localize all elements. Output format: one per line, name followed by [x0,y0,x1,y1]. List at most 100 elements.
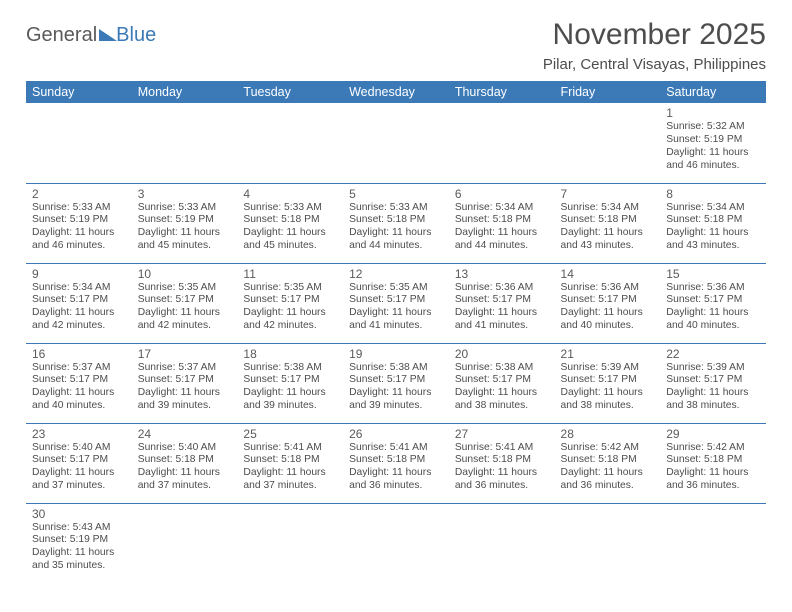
calendar-cell: 27Sunrise: 5:41 AMSunset: 5:18 PMDayligh… [449,423,555,503]
calendar-cell: 26Sunrise: 5:41 AMSunset: 5:18 PMDayligh… [343,423,449,503]
day-number: 22 [666,347,760,361]
day-header: Monday [132,81,238,103]
calendar-cell [237,103,343,183]
calendar-cell: 9Sunrise: 5:34 AMSunset: 5:17 PMDaylight… [26,263,132,343]
day-number: 14 [561,267,655,281]
day-number: 12 [349,267,443,281]
calendar-cell: 12Sunrise: 5:35 AMSunset: 5:17 PMDayligh… [343,263,449,343]
calendar-cell: 5Sunrise: 5:33 AMSunset: 5:18 PMDaylight… [343,183,449,263]
calendar-cell: 14Sunrise: 5:36 AMSunset: 5:17 PMDayligh… [555,263,661,343]
day-number: 4 [243,187,337,201]
day-info: Sunrise: 5:38 AMSunset: 5:17 PMDaylight:… [243,362,337,413]
day-info: Sunrise: 5:41 AMSunset: 5:18 PMDaylight:… [349,442,443,493]
day-number: 6 [455,187,549,201]
calendar-cell: 6Sunrise: 5:34 AMSunset: 5:18 PMDaylight… [449,183,555,263]
day-number: 7 [561,187,655,201]
calendar-cell [26,103,132,183]
day-number: 30 [32,507,126,521]
day-info: Sunrise: 5:33 AMSunset: 5:18 PMDaylight:… [243,202,337,253]
calendar-cell [660,503,766,583]
calendar-cell: 13Sunrise: 5:36 AMSunset: 5:17 PMDayligh… [449,263,555,343]
day-header: Friday [555,81,661,103]
location: Pilar, Central Visayas, Philippines [543,56,766,73]
day-number: 5 [349,187,443,201]
day-info: Sunrise: 5:38 AMSunset: 5:17 PMDaylight:… [455,362,549,413]
day-header: Tuesday [237,81,343,103]
calendar-row: 1Sunrise: 5:32 AMSunset: 5:19 PMDaylight… [26,103,766,183]
day-number: 2 [32,187,126,201]
day-info: Sunrise: 5:37 AMSunset: 5:17 PMDaylight:… [138,362,232,413]
day-info: Sunrise: 5:40 AMSunset: 5:18 PMDaylight:… [138,442,232,493]
calendar-cell: 11Sunrise: 5:35 AMSunset: 5:17 PMDayligh… [237,263,343,343]
calendar-row: 30Sunrise: 5:43 AMSunset: 5:19 PMDayligh… [26,503,766,583]
day-info: Sunrise: 5:33 AMSunset: 5:19 PMDaylight:… [32,202,126,253]
calendar-cell: 10Sunrise: 5:35 AMSunset: 5:17 PMDayligh… [132,263,238,343]
day-number: 11 [243,267,337,281]
day-number: 9 [32,267,126,281]
day-number: 25 [243,427,337,441]
day-info: Sunrise: 5:40 AMSunset: 5:17 PMDaylight:… [32,442,126,493]
logo-text-2: Blue [116,24,156,47]
day-number: 13 [455,267,549,281]
calendar-body: 1Sunrise: 5:32 AMSunset: 5:19 PMDaylight… [26,103,766,583]
calendar-cell: 2Sunrise: 5:33 AMSunset: 5:19 PMDaylight… [26,183,132,263]
day-header: Saturday [660,81,766,103]
day-number: 16 [32,347,126,361]
day-info: Sunrise: 5:34 AMSunset: 5:18 PMDaylight:… [666,202,760,253]
calendar-row: 2Sunrise: 5:33 AMSunset: 5:19 PMDaylight… [26,183,766,263]
header: General Blue November 2025 Pilar, Centra… [26,18,766,73]
calendar-cell: 25Sunrise: 5:41 AMSunset: 5:18 PMDayligh… [237,423,343,503]
day-info: Sunrise: 5:41 AMSunset: 5:18 PMDaylight:… [455,442,549,493]
calendar-cell: 7Sunrise: 5:34 AMSunset: 5:18 PMDaylight… [555,183,661,263]
day-number: 29 [666,427,760,441]
calendar-cell: 18Sunrise: 5:38 AMSunset: 5:17 PMDayligh… [237,343,343,423]
month-title: November 2025 [543,18,766,52]
calendar-cell [555,503,661,583]
calendar-cell: 4Sunrise: 5:33 AMSunset: 5:18 PMDaylight… [237,183,343,263]
day-number: 28 [561,427,655,441]
day-info: Sunrise: 5:36 AMSunset: 5:17 PMDaylight:… [666,282,760,333]
day-info: Sunrise: 5:42 AMSunset: 5:18 PMDaylight:… [666,442,760,493]
day-info: Sunrise: 5:32 AMSunset: 5:19 PMDaylight:… [666,121,760,172]
day-info: Sunrise: 5:41 AMSunset: 5:18 PMDaylight:… [243,442,337,493]
day-number: 15 [666,267,760,281]
calendar-cell [132,103,238,183]
day-info: Sunrise: 5:34 AMSunset: 5:18 PMDaylight:… [561,202,655,253]
calendar-cell: 23Sunrise: 5:40 AMSunset: 5:17 PMDayligh… [26,423,132,503]
day-info: Sunrise: 5:36 AMSunset: 5:17 PMDaylight:… [561,282,655,333]
day-number: 26 [349,427,443,441]
day-info: Sunrise: 5:34 AMSunset: 5:18 PMDaylight:… [455,202,549,253]
calendar-cell: 29Sunrise: 5:42 AMSunset: 5:18 PMDayligh… [660,423,766,503]
calendar-row: 9Sunrise: 5:34 AMSunset: 5:17 PMDaylight… [26,263,766,343]
calendar-cell: 21Sunrise: 5:39 AMSunset: 5:17 PMDayligh… [555,343,661,423]
calendar-cell: 15Sunrise: 5:36 AMSunset: 5:17 PMDayligh… [660,263,766,343]
day-info: Sunrise: 5:35 AMSunset: 5:17 PMDaylight:… [243,282,337,333]
calendar-cell: 28Sunrise: 5:42 AMSunset: 5:18 PMDayligh… [555,423,661,503]
logo-text-1: General [26,24,97,47]
day-info: Sunrise: 5:39 AMSunset: 5:17 PMDaylight:… [666,362,760,413]
calendar-cell: 24Sunrise: 5:40 AMSunset: 5:18 PMDayligh… [132,423,238,503]
day-info: Sunrise: 5:33 AMSunset: 5:18 PMDaylight:… [349,202,443,253]
day-info: Sunrise: 5:34 AMSunset: 5:17 PMDaylight:… [32,282,126,333]
day-number: 24 [138,427,232,441]
calendar-cell: 3Sunrise: 5:33 AMSunset: 5:19 PMDaylight… [132,183,238,263]
calendar-cell [449,503,555,583]
day-header: Sunday [26,81,132,103]
day-number: 3 [138,187,232,201]
day-info: Sunrise: 5:35 AMSunset: 5:17 PMDaylight:… [349,282,443,333]
day-info: Sunrise: 5:43 AMSunset: 5:19 PMDaylight:… [32,522,126,573]
day-number: 20 [455,347,549,361]
day-header-row: Sunday Monday Tuesday Wednesday Thursday… [26,81,766,103]
calendar-table: Sunday Monday Tuesday Wednesday Thursday… [26,81,766,583]
calendar-cell: 16Sunrise: 5:37 AMSunset: 5:17 PMDayligh… [26,343,132,423]
day-number: 17 [138,347,232,361]
calendar-cell: 30Sunrise: 5:43 AMSunset: 5:19 PMDayligh… [26,503,132,583]
calendar-cell [132,503,238,583]
logo: General Blue [26,24,156,47]
calendar-cell: 8Sunrise: 5:34 AMSunset: 5:18 PMDaylight… [660,183,766,263]
calendar-cell: 20Sunrise: 5:38 AMSunset: 5:17 PMDayligh… [449,343,555,423]
day-number: 21 [561,347,655,361]
day-info: Sunrise: 5:33 AMSunset: 5:19 PMDaylight:… [138,202,232,253]
day-number: 1 [666,106,760,120]
day-number: 8 [666,187,760,201]
